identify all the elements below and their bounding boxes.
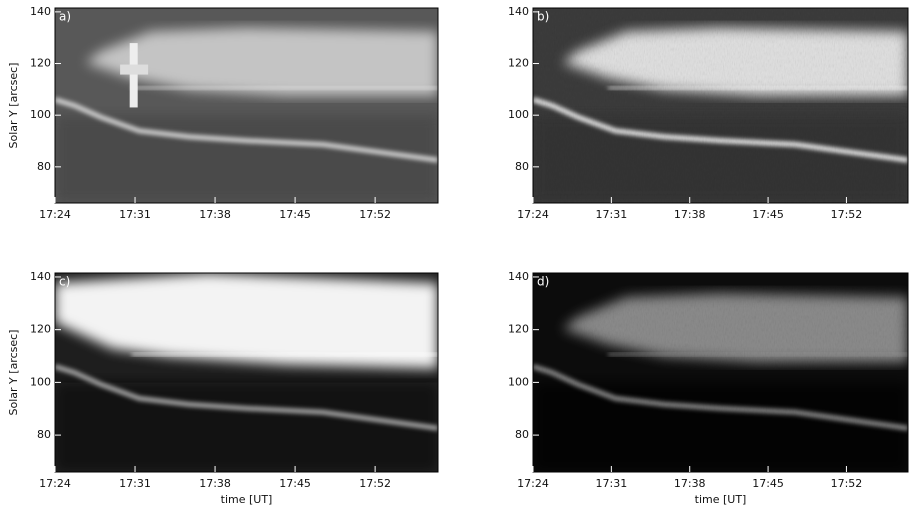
x-tick-label: 17:38 — [199, 477, 231, 490]
y-tick-label: 80 — [37, 160, 51, 173]
y-tick-label: 100 — [508, 375, 529, 388]
artifact — [129, 43, 138, 108]
y-tick-label: 80 — [515, 160, 529, 173]
frame — [532, 272, 909, 473]
y-tick-label: 100 — [30, 108, 51, 121]
band-edge — [131, 86, 438, 90]
frame — [54, 7, 439, 204]
image — [533, 273, 908, 472]
loop-trail — [55, 364, 438, 431]
x-tick-label: 17:24 — [39, 477, 71, 490]
y-tick-label: 100 — [30, 375, 51, 388]
y-tick-label: 140 — [508, 270, 529, 283]
bright-band — [55, 273, 438, 369]
panel: 80 100 120 140 17:24 17:31 17:38 17:45 17:52 c) So… — [7, 270, 439, 506]
y-tick-label: 80 — [515, 428, 529, 441]
x-tick-label: 17:38 — [674, 208, 706, 221]
frame — [54, 272, 439, 473]
y-tick-label: 120 — [508, 57, 529, 70]
band-edge — [131, 352, 438, 357]
y-axis-label: Solar Y [arcsec] — [7, 63, 20, 149]
panel: 80 100 120 140 17:24 17:31 17:38 17:45 17:52 a) So… — [7, 5, 439, 221]
image-noise — [533, 273, 908, 472]
y-tick-label: 140 — [30, 270, 51, 283]
x-tick-label: 17:45 — [279, 477, 311, 490]
x-tick-label: 17:52 — [359, 477, 391, 490]
x-tick-label: 17:45 — [279, 208, 311, 221]
panel-label: d) — [537, 275, 549, 289]
x-tick-label: 17:31 — [119, 477, 151, 490]
artifact — [120, 64, 149, 75]
x-tick-label: 17:38 — [674, 477, 706, 490]
y-tick-label: 100 — [508, 108, 529, 121]
x-tick-label: 17:31 — [596, 477, 628, 490]
x-tick-label: 17:24 — [517, 208, 549, 221]
panel-label: a) — [59, 10, 71, 24]
image — [55, 273, 438, 472]
x-tick-label: 17:52 — [359, 208, 391, 221]
panel: 80 100 120 140 17:24 17:31 17:38 17:45 17:52 b) — [508, 5, 909, 221]
x-axis-label: time [UT] — [221, 493, 273, 506]
image-noise — [533, 8, 908, 203]
bright-band — [85, 27, 438, 96]
y-tick-label: 140 — [508, 5, 529, 18]
panel-label: b) — [537, 10, 549, 24]
y-tick-label: 80 — [37, 428, 51, 441]
x-tick-label: 17:24 — [517, 477, 549, 490]
x-tick-label: 17:45 — [752, 477, 784, 490]
panel-label: c) — [59, 275, 70, 289]
panel: 80 100 120 140 17:24 17:31 17:38 17:45 17:52 d) ti… — [508, 270, 909, 506]
x-tick-label: 17:38 — [199, 208, 231, 221]
image-lower — [55, 382, 438, 472]
x-tick-label: 17:45 — [752, 208, 784, 221]
x-tick-label: 17:31 — [596, 208, 628, 221]
x-tick-label: 17:52 — [831, 208, 863, 221]
y-tick-label: 120 — [508, 323, 529, 336]
y-tick-label: 120 — [30, 57, 51, 70]
y-tick-label: 140 — [30, 5, 51, 18]
y-axis-label: Solar Y [arcsec] — [7, 330, 20, 416]
image-lower — [55, 115, 438, 203]
loop-trail — [55, 97, 438, 163]
x-tick-label: 17:31 — [119, 208, 151, 221]
x-tick-label: 17:52 — [831, 477, 863, 490]
y-tick-label: 120 — [30, 323, 51, 336]
frame — [532, 7, 909, 204]
image — [533, 8, 908, 203]
image — [55, 8, 438, 203]
x-tick-label: 17:24 — [39, 208, 71, 221]
x-axis-label: time [UT] — [695, 493, 747, 506]
